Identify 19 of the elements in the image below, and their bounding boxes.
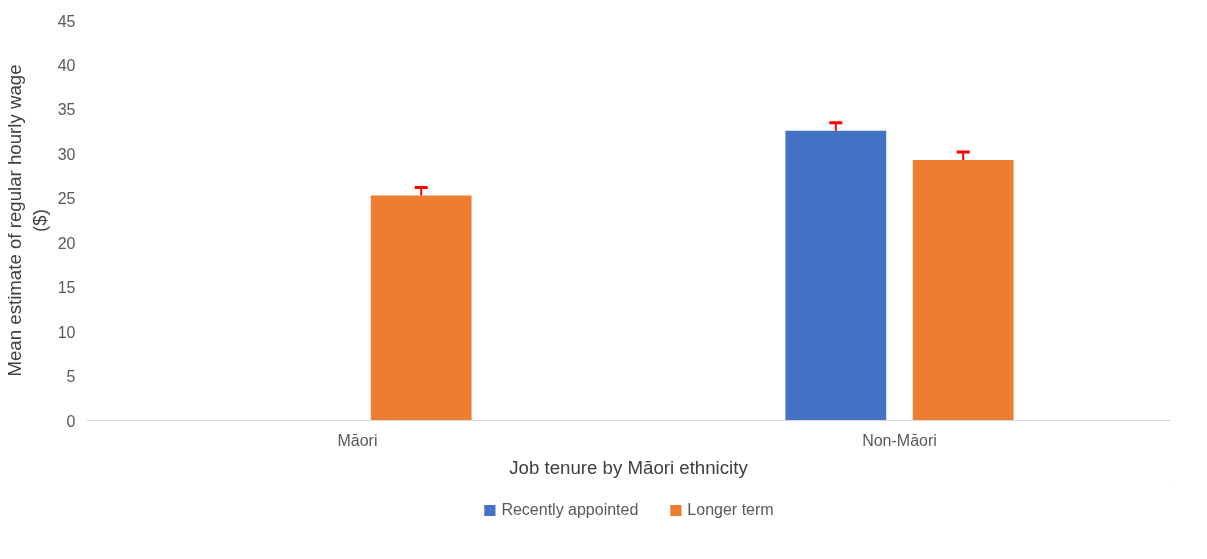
x-axis-title: Job tenure by Māori ethnicity xyxy=(509,456,749,478)
bar xyxy=(370,195,472,421)
y-tick-label: 30 xyxy=(57,145,76,163)
y-tick-label: 25 xyxy=(57,190,76,208)
y-tick-label: 40 xyxy=(57,56,76,74)
y-tick-label: 20 xyxy=(57,234,76,252)
bar xyxy=(785,130,887,421)
y-tick-label: 5 xyxy=(66,368,76,386)
x-tick-label: Māori xyxy=(337,431,378,449)
y-tick-label: 35 xyxy=(57,101,76,119)
y-tick-label: 0 xyxy=(66,412,76,430)
legend-label: Longer term xyxy=(687,501,774,519)
legend-label: Recently appointed xyxy=(501,501,639,519)
y-tick-label: 15 xyxy=(57,279,76,297)
bar xyxy=(912,160,1014,421)
y-tick-label: 10 xyxy=(57,323,76,341)
y-axis-title: Mean estimate of regular hourly wage ($) xyxy=(3,64,50,377)
x-tick-label: Non-Māori xyxy=(862,431,937,449)
y-tick-label: 45 xyxy=(57,12,76,30)
